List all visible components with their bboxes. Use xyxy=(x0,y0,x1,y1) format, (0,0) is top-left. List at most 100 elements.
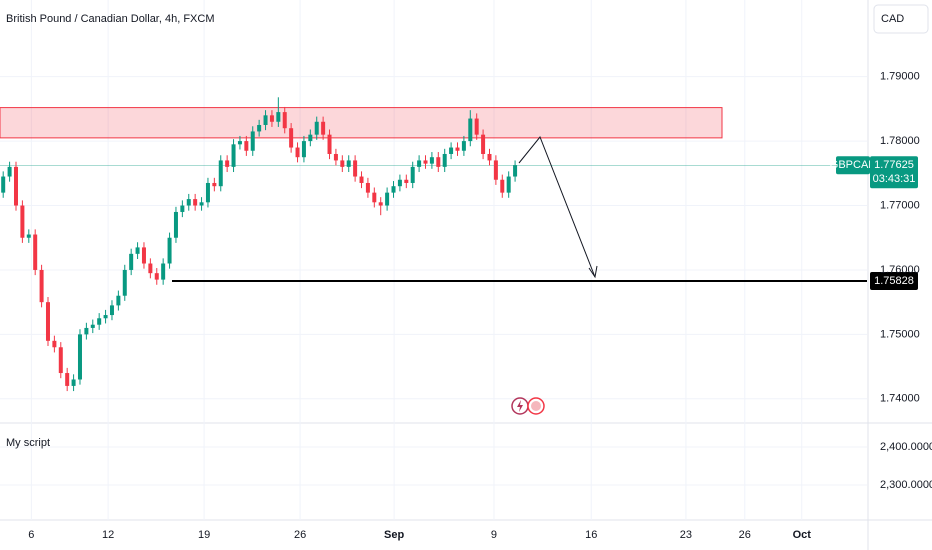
support-label-box xyxy=(870,272,918,291)
candle-body xyxy=(141,247,146,264)
candle-body xyxy=(77,334,82,380)
candle-body xyxy=(26,234,31,238)
x-tick-label: 19 xyxy=(198,529,210,541)
x-tick-label: Oct xyxy=(793,529,812,541)
chart-title: British Pound / Canadian Dollar, 4h, FXC… xyxy=(6,13,215,25)
y-tick-label: 1.77000 xyxy=(880,199,920,211)
candle-body xyxy=(129,253,134,270)
projection-arrow xyxy=(518,136,596,278)
candle-body xyxy=(321,121,326,135)
candle-body xyxy=(7,166,12,177)
candle-body xyxy=(481,134,486,154)
candle-body xyxy=(449,147,454,154)
candle-body xyxy=(263,115,268,125)
candle-body xyxy=(417,160,422,167)
x-tick-label: 23 xyxy=(680,529,692,541)
y-tick-label: 1.79000 xyxy=(880,71,920,83)
indicator-name: My script xyxy=(6,437,50,449)
candle-body xyxy=(461,141,466,151)
candle-body xyxy=(423,160,428,164)
y-tick-label: 1.75000 xyxy=(880,328,920,340)
candle-body xyxy=(154,273,159,280)
y-tick-label: 1.74000 xyxy=(880,393,920,405)
candle-body xyxy=(487,153,492,161)
candle-body xyxy=(186,199,191,206)
candle-body xyxy=(372,192,377,203)
y-tick-label: 2,400.00000 xyxy=(880,441,932,453)
candle-body xyxy=(65,373,70,386)
candle-body xyxy=(327,134,332,154)
candle-body xyxy=(250,131,255,151)
countdown-label: 03:43:31 xyxy=(873,173,916,185)
x-tick-label: 12 xyxy=(102,529,114,541)
candle-body xyxy=(13,166,18,206)
event-icon-glyph xyxy=(517,400,523,412)
flag-icon-glyph xyxy=(531,401,541,411)
candle-body xyxy=(410,166,415,183)
candle-body xyxy=(269,115,274,122)
x-tick-label: 6 xyxy=(28,529,34,541)
y-tick-label: 2,300.00000 xyxy=(880,479,932,491)
x-tick-label: Sep xyxy=(384,529,404,541)
candle-body xyxy=(244,141,249,151)
candle-body xyxy=(314,121,319,135)
candle-body xyxy=(359,176,364,183)
candle-body xyxy=(385,192,390,206)
candle-body xyxy=(276,112,281,122)
candle-body xyxy=(506,176,511,193)
candle-body xyxy=(148,263,153,274)
grid xyxy=(0,0,867,520)
candles xyxy=(1,97,518,392)
candle-body xyxy=(109,305,114,316)
candle-body xyxy=(205,182,210,203)
candle-body xyxy=(513,165,518,177)
candle-body xyxy=(39,269,44,303)
symbol-label: GBPCAD xyxy=(830,159,877,171)
candle-body xyxy=(391,186,396,193)
candle-body xyxy=(500,179,505,193)
symbol-tag xyxy=(836,156,870,175)
candle-body xyxy=(33,234,38,270)
candle-body xyxy=(71,379,76,386)
candle-body xyxy=(289,128,294,148)
candle-body xyxy=(493,160,498,180)
y-tick-label: 1.76000 xyxy=(880,264,920,276)
candle-body xyxy=(135,247,140,254)
candle-body xyxy=(122,269,127,296)
candle-body xyxy=(58,347,63,374)
candle-body xyxy=(397,179,402,187)
x-tick-label: 9 xyxy=(491,529,497,541)
candle-body xyxy=(97,318,102,325)
candle-body xyxy=(455,147,460,151)
candle-body xyxy=(116,295,121,306)
candle-body xyxy=(429,157,434,164)
candle-body xyxy=(468,118,473,142)
candle-body xyxy=(308,134,313,142)
candle-body xyxy=(257,124,262,132)
x-tick-label: 16 xyxy=(585,529,597,541)
resistance-zone xyxy=(0,107,723,139)
candle-body xyxy=(103,315,108,319)
candle-body xyxy=(404,179,409,183)
candle-body xyxy=(442,153,447,167)
candle-body xyxy=(90,324,95,328)
candle-body xyxy=(353,160,358,177)
candle-body xyxy=(1,176,6,193)
candle-body xyxy=(365,182,370,193)
currency-button[interactable] xyxy=(873,4,929,34)
candle-body xyxy=(225,160,230,167)
candle-body xyxy=(167,237,172,264)
x-tick-label: 26 xyxy=(739,529,751,541)
last-price-box xyxy=(870,156,918,189)
candle-body xyxy=(84,327,89,335)
candle-body xyxy=(436,157,441,167)
candle-body xyxy=(199,202,204,206)
candle-body xyxy=(301,141,306,158)
candle-body xyxy=(340,160,345,167)
candle-body xyxy=(333,153,338,161)
candle-body xyxy=(212,182,217,187)
candle-body xyxy=(218,160,223,187)
